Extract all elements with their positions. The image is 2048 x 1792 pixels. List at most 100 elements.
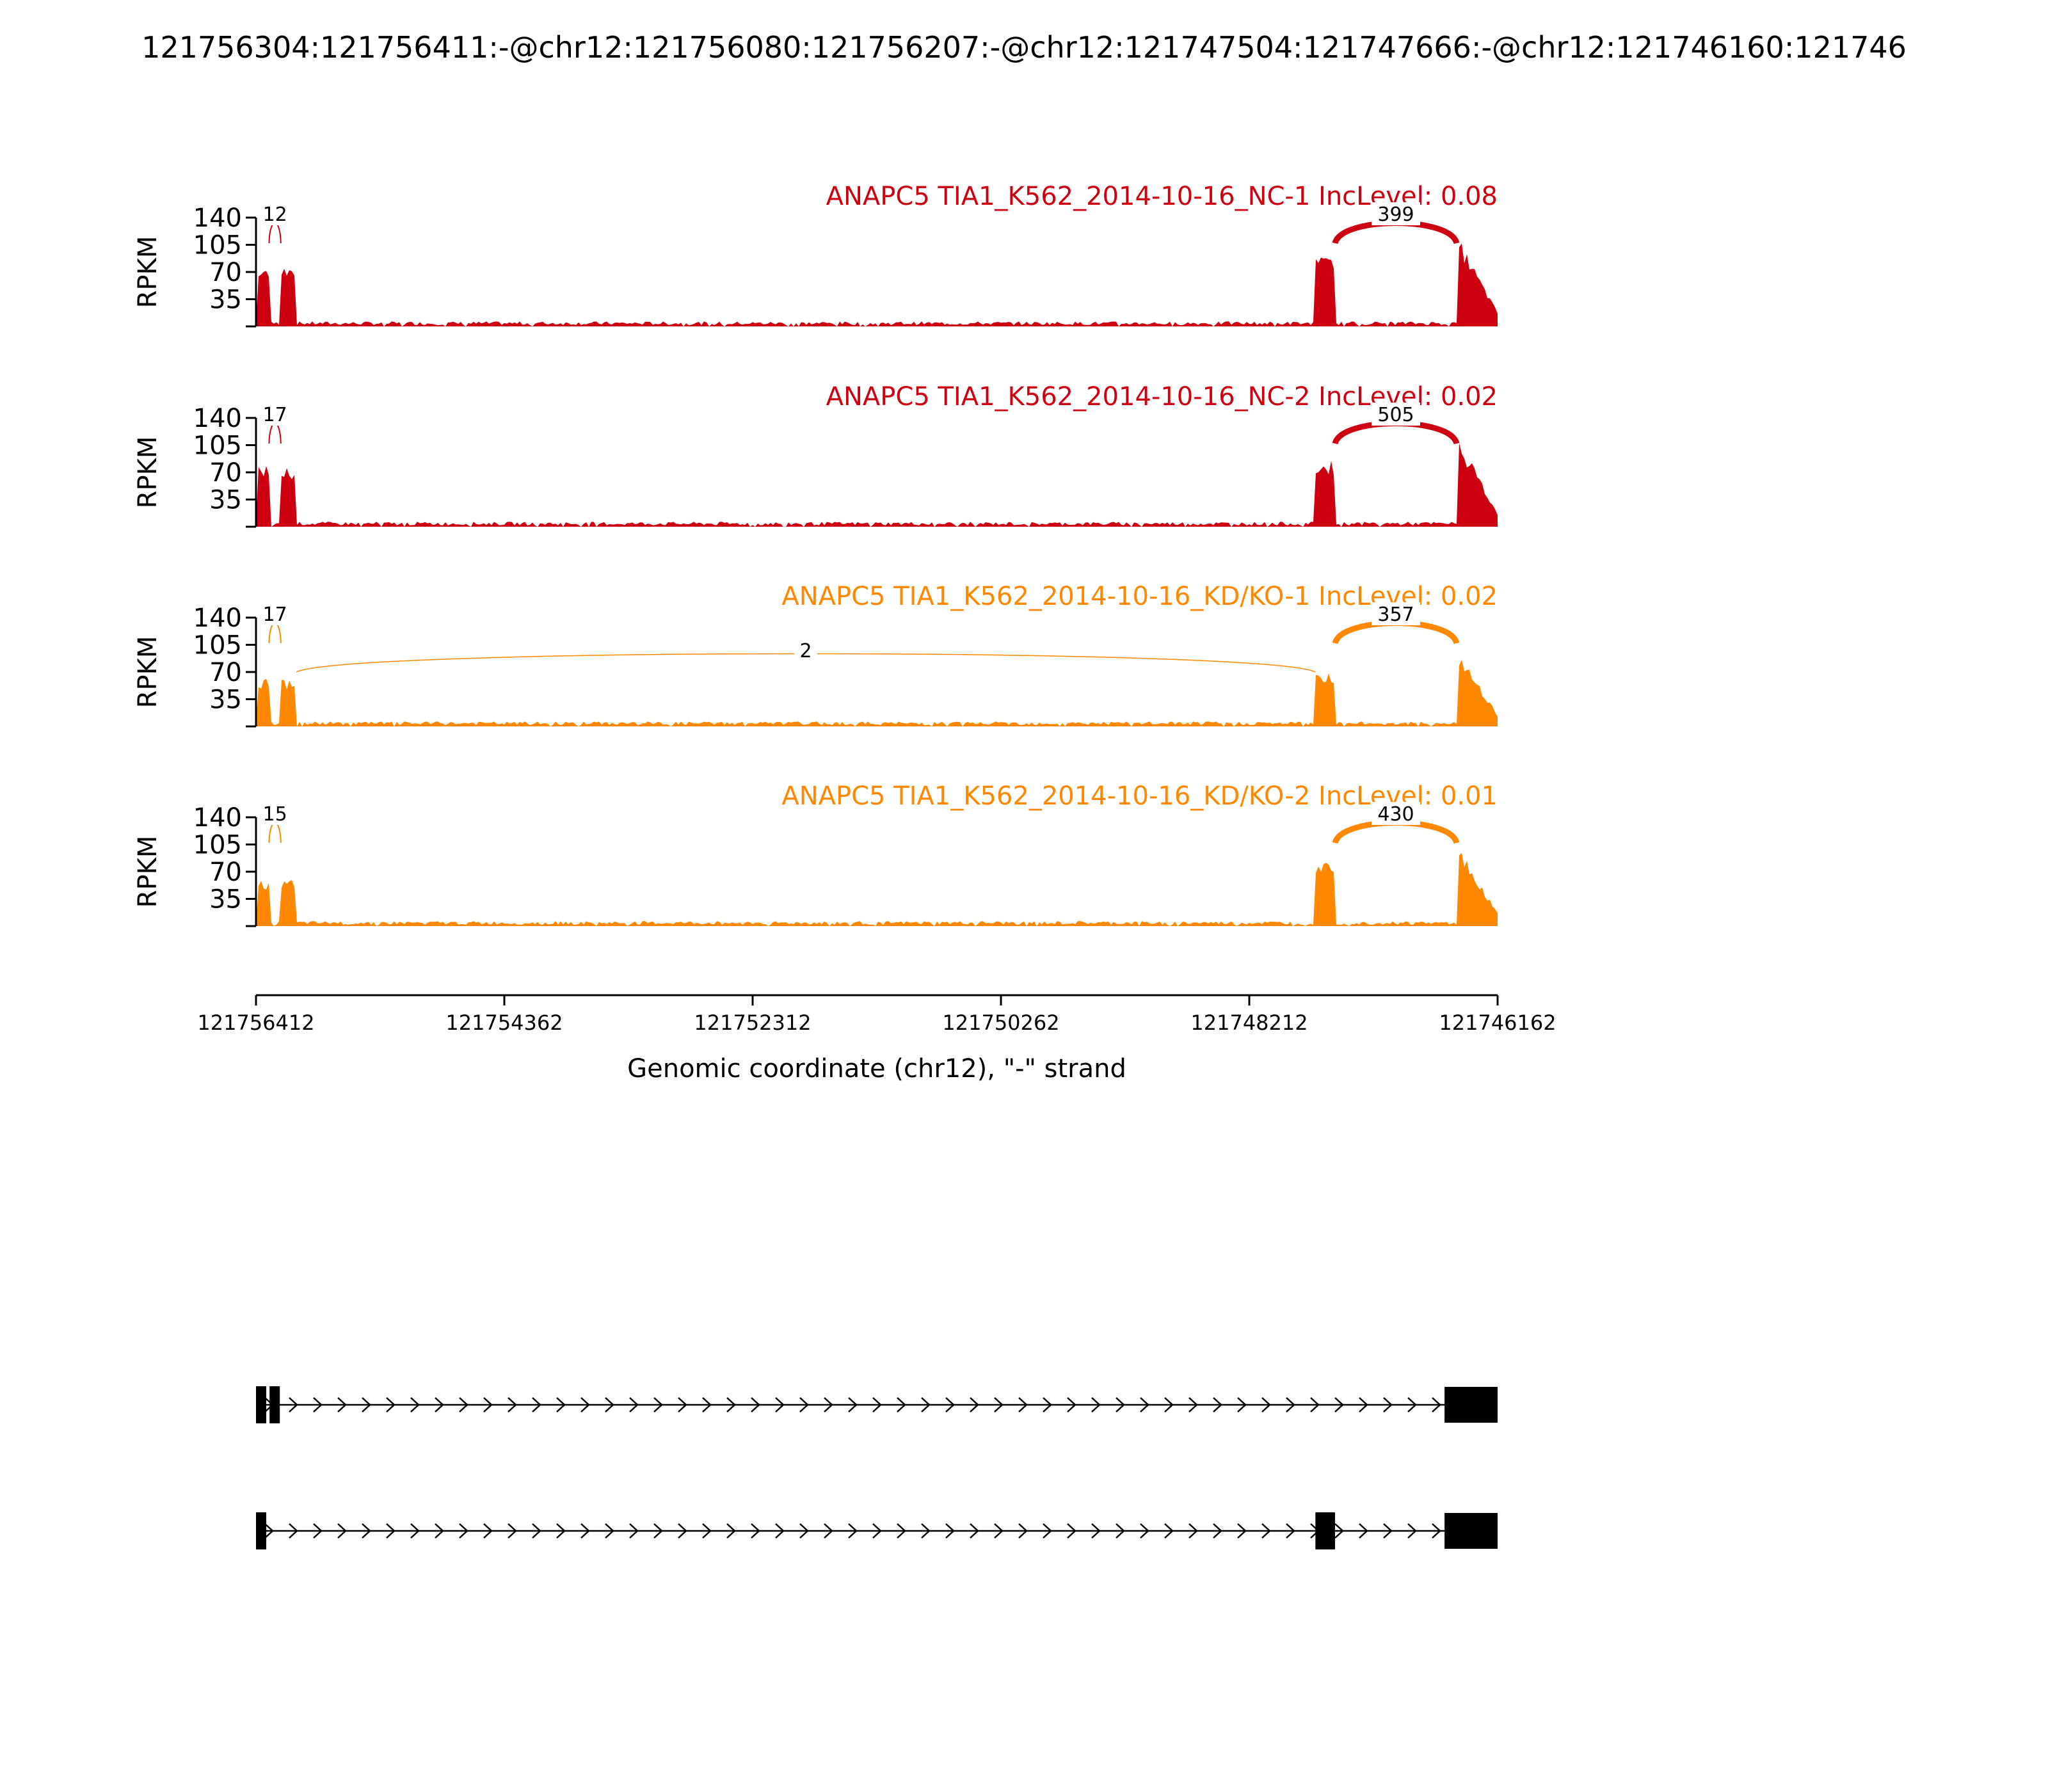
strand-arrow [1164, 1397, 1174, 1412]
junction-arc [268, 422, 282, 444]
strand-arrow [921, 1523, 931, 1539]
strand-arrow [1043, 1523, 1052, 1539]
strand-arrow [1261, 1523, 1271, 1539]
strand-arrow [1091, 1523, 1101, 1539]
junction-label-bg [1372, 602, 1421, 625]
strand-arrow [1334, 1523, 1344, 1539]
strand-arrow [1383, 1397, 1393, 1412]
strand-arrow [1213, 1397, 1222, 1412]
isoform-structures [256, 1386, 1498, 1549]
strand-arrow [508, 1523, 517, 1539]
junction-arc [1332, 220, 1460, 244]
strand-arrow [799, 1523, 809, 1539]
junction-arc [268, 222, 282, 244]
strand-arrow [872, 1523, 882, 1539]
strand-arrow [1286, 1397, 1295, 1412]
coverage-area [256, 659, 1498, 726]
junction-label-bg [257, 802, 293, 825]
strand-arrow [726, 1397, 736, 1412]
strand-arrow [1334, 1397, 1344, 1412]
junction-arc [1332, 820, 1460, 844]
strand-arrow [580, 1523, 590, 1539]
strand-arrow [702, 1397, 712, 1412]
strand-arrow [824, 1523, 833, 1539]
y-tick-label: 70 [209, 858, 242, 887]
strand-arrow [1237, 1397, 1247, 1412]
strand-arrow [1140, 1397, 1149, 1412]
y-axis-label: RPKM [133, 636, 163, 708]
y-axis-label: RPKM [133, 836, 163, 908]
junction-label-bg [1372, 403, 1421, 426]
strand-arrow [410, 1523, 420, 1539]
x-tick-label: 121752312 [694, 1011, 811, 1035]
strand-arrow [1407, 1397, 1417, 1412]
strand-arrow [1383, 1523, 1393, 1539]
strand-arrow [1432, 1397, 1441, 1412]
coverage-area [256, 852, 1498, 926]
y-tick-label: 140 [193, 803, 242, 833]
isoform-2 [256, 1512, 1498, 1549]
exon-block [256, 1386, 266, 1423]
strand-arrow [508, 1397, 517, 1412]
strand-arrow [605, 1397, 614, 1412]
x-tick-label: 121756412 [197, 1011, 314, 1035]
strand-arrow [362, 1523, 371, 1539]
y-tick-label: 105 [193, 631, 242, 660]
x-tick-label: 121750262 [942, 1011, 1059, 1035]
x-tick-label: 121746162 [1439, 1011, 1556, 1035]
strand-arrow [264, 1523, 274, 1539]
strand-arrow [410, 1397, 420, 1412]
strand-arrow [1432, 1523, 1441, 1539]
strand-arrow [653, 1397, 663, 1412]
strand-arrow [1310, 1397, 1320, 1412]
strand-arrow [824, 1397, 833, 1412]
strand-arrow [799, 1397, 809, 1412]
strand-arrow [1043, 1397, 1052, 1412]
strand-arrow [337, 1397, 347, 1412]
strand-arrow [556, 1523, 566, 1539]
strand-arrow [313, 1397, 323, 1412]
strand-arrow [629, 1523, 639, 1539]
strand-arrow [678, 1523, 687, 1539]
strand-arrow [1091, 1397, 1101, 1412]
isoform-1 [256, 1386, 1498, 1423]
y-tick-label: 105 [193, 831, 242, 860]
exon-block [1315, 1512, 1336, 1549]
junction-arc [268, 822, 282, 844]
strand-arrow [459, 1397, 468, 1412]
y-tick-label: 105 [193, 431, 242, 461]
junction-arc [1332, 620, 1460, 644]
junction-label: 505 [1377, 404, 1414, 426]
coverage-area [256, 443, 1498, 527]
y-tick-label: 140 [193, 404, 242, 433]
strand-arrow [726, 1523, 736, 1539]
junction-label-bg [1372, 202, 1421, 225]
strand-arrow [313, 1523, 323, 1539]
strand-arrow [945, 1523, 955, 1539]
strand-arrow [532, 1397, 541, 1412]
chart-title: 121756304:121756411:-@chr12:121756080:12… [141, 30, 1907, 65]
y-tick-label: 35 [209, 285, 242, 315]
y-tick-label: 70 [209, 658, 242, 687]
strand-arrow [1188, 1523, 1198, 1539]
strand-arrow [1213, 1523, 1222, 1539]
coverage-area [256, 243, 1498, 326]
y-tick-label: 140 [193, 204, 242, 233]
y-tick-label: 35 [209, 486, 242, 515]
junction-label: 357 [1377, 604, 1414, 626]
y-tick-label: 140 [193, 604, 242, 633]
y-tick-label: 70 [209, 258, 242, 287]
exon-block [269, 1386, 280, 1423]
strand-arrow [1359, 1523, 1368, 1539]
strand-arrow [1067, 1523, 1076, 1539]
x-axis-label: Genomic coordinate (chr12), "-" strand [627, 1054, 1126, 1084]
junction-label: 17 [263, 604, 287, 626]
strand-arrow [337, 1523, 347, 1539]
exon-block [256, 1512, 266, 1549]
junction-label: 15 [263, 803, 287, 826]
strand-arrow [435, 1397, 444, 1412]
strand-arrow [1116, 1523, 1125, 1539]
x-tick-label: 121754362 [445, 1011, 563, 1035]
